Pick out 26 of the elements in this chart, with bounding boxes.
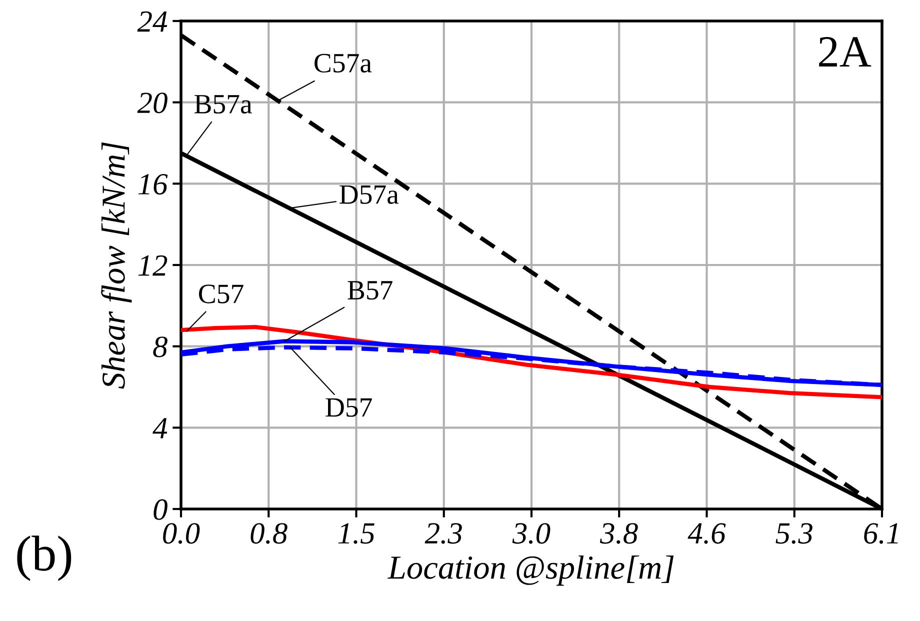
annotation: 2A	[819, 37, 872, 66]
y-tick-label: 20	[137, 92, 168, 114]
x-tick-label: 3.8	[600, 523, 638, 544]
annotation: B57a	[194, 95, 252, 114]
x-tick-label: 0.0	[163, 523, 200, 544]
y-tick-label: 8	[153, 336, 168, 358]
annotation: C57a	[314, 54, 372, 73]
x-tick-label: 5.3	[776, 523, 812, 544]
x-tick-label: 0.8	[250, 523, 288, 544]
x-tick-label: 6.1	[864, 523, 898, 544]
y-axis-title: Shear flow [kN/m]	[101, 142, 132, 389]
annotation: D57a	[340, 185, 399, 204]
text: (b)	[17, 536, 72, 581]
x-tick-label: 3.0	[512, 523, 550, 544]
y-tick-label: 0	[154, 499, 168, 520]
annotation: C57	[199, 284, 244, 304]
x-axis-title: Location @spline[m]	[388, 555, 674, 586]
x-tick-label: 1.5	[338, 523, 374, 544]
x-tick-label: 2.3	[424, 523, 462, 544]
x-tick-label: 4.6	[688, 523, 726, 544]
y-tick-label: 4	[152, 418, 168, 438]
annotation: B57	[348, 281, 392, 300]
y-tick-label: 24	[137, 11, 168, 32]
y-tick-label: 16	[138, 174, 168, 195]
y-tick-label: 12	[138, 255, 168, 276]
annotation: D57	[326, 398, 372, 417]
